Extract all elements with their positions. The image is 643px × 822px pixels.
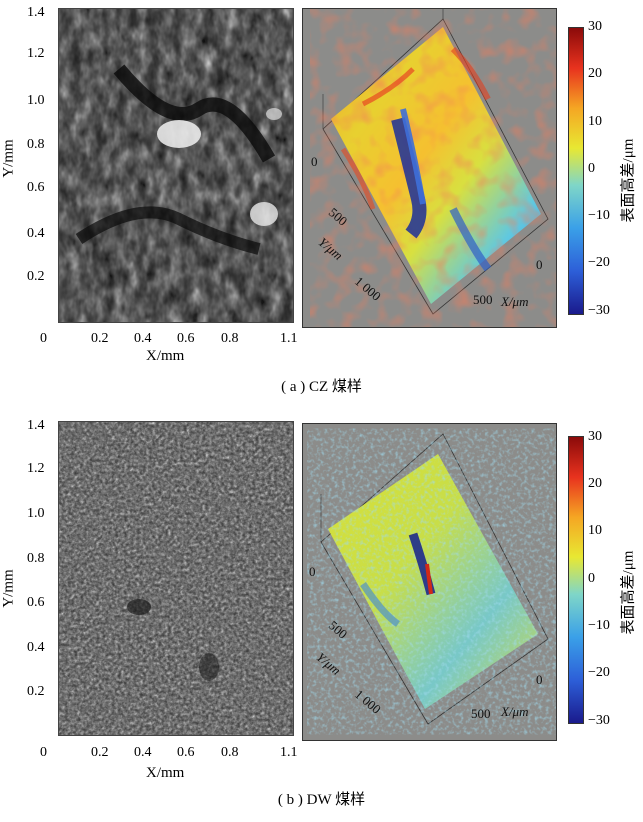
x-tick: 0.8 xyxy=(221,331,239,346)
colorbar-tick: 20 xyxy=(588,66,602,81)
y-tick: 1.4 xyxy=(27,418,45,433)
y-axis-label: Y/mm xyxy=(0,569,17,608)
surface-y-tick: 0 xyxy=(311,154,318,169)
x-tick: 1.1 xyxy=(280,331,298,346)
surface-x-tick: 500 xyxy=(471,706,491,721)
y-tick: 0.4 xyxy=(27,640,45,655)
y-tick: 1.2 xyxy=(27,461,45,476)
surface-x-label: X/μm xyxy=(501,704,529,719)
colorbar-tick: 30 xyxy=(588,429,602,444)
y-tick: 1.0 xyxy=(27,506,45,521)
colorbar-tick: −10 xyxy=(588,618,610,633)
microscope-image xyxy=(58,8,294,323)
x-tick: 0.4 xyxy=(134,331,152,346)
y-tick: 1.4 xyxy=(27,5,45,20)
y-tick: 0.2 xyxy=(27,269,45,284)
colorbar-tick: 0 xyxy=(588,571,595,586)
x-tick: 0.4 xyxy=(134,745,152,760)
y-tick: 0.6 xyxy=(27,595,45,610)
panel-a: 1.4 1.2 1.0 0.8 0.6 0.4 0.2 Y/mm xyxy=(0,0,643,405)
x-tick: 0.6 xyxy=(177,331,195,346)
microscope-image xyxy=(58,421,294,736)
y-tick: 0.8 xyxy=(27,137,45,152)
colorbar-tick: −10 xyxy=(588,208,610,223)
surface-x-tick: 500 xyxy=(473,292,493,307)
colorbar xyxy=(568,27,584,315)
panel-b: 1.4 1.2 1.0 0.8 0.6 0.4 0.2 Y/mm xyxy=(0,417,643,822)
colorbar-tick: 10 xyxy=(588,523,602,538)
x-tick: 0.2 xyxy=(91,745,109,760)
colorbar-tick: 20 xyxy=(588,476,602,491)
panel-caption: ( b ) DW 煤样 xyxy=(277,792,366,808)
x-axis-label: X/mm xyxy=(146,348,185,364)
y-tick: 1.2 xyxy=(27,46,45,61)
x-tick: 0 xyxy=(40,745,47,760)
x-tick: 1.1 xyxy=(280,745,298,760)
y-tick: 0.4 xyxy=(27,226,45,241)
colorbar-tick: 10 xyxy=(588,114,602,129)
colorbar-tick: −20 xyxy=(588,665,610,680)
x-tick: 0.8 xyxy=(221,745,239,760)
colorbar-tick: 0 xyxy=(588,161,595,176)
surface-y-tick: 0 xyxy=(309,564,316,579)
colorbar-label: 表面高差/μm xyxy=(620,138,637,223)
x-axis-label: X/mm xyxy=(146,765,185,781)
surface-x-tick: 0 xyxy=(536,257,543,272)
surface-3d-plot: 0 500 Y/μm 1 000 0 500 X/μm xyxy=(302,8,557,328)
x-tick: 0.2 xyxy=(91,331,109,346)
colorbar xyxy=(568,436,584,724)
colorbar-tick: −20 xyxy=(588,255,610,270)
surface-3d-plot: 0 500 Y/μm 1 000 0 500 X/μm xyxy=(302,423,557,741)
y-tick: 0.2 xyxy=(27,684,45,699)
x-tick: 0.6 xyxy=(177,745,195,760)
panel-caption: ( a ) CZ 煤样 xyxy=(281,379,362,395)
colorbar-tick: −30 xyxy=(588,303,610,318)
colorbar-label: 表面高差/μm xyxy=(620,550,637,635)
colorbar-tick: −30 xyxy=(588,713,610,728)
y-tick: 0.6 xyxy=(27,180,45,195)
y-axis-label: Y/mm xyxy=(0,139,17,178)
surface-x-label: X/μm xyxy=(501,294,529,309)
y-tick: 1.0 xyxy=(27,93,45,108)
colorbar-tick: 30 xyxy=(588,19,602,34)
surface-x-tick: 0 xyxy=(536,672,543,687)
x-tick: 0 xyxy=(40,331,47,346)
y-tick: 0.8 xyxy=(27,551,45,566)
